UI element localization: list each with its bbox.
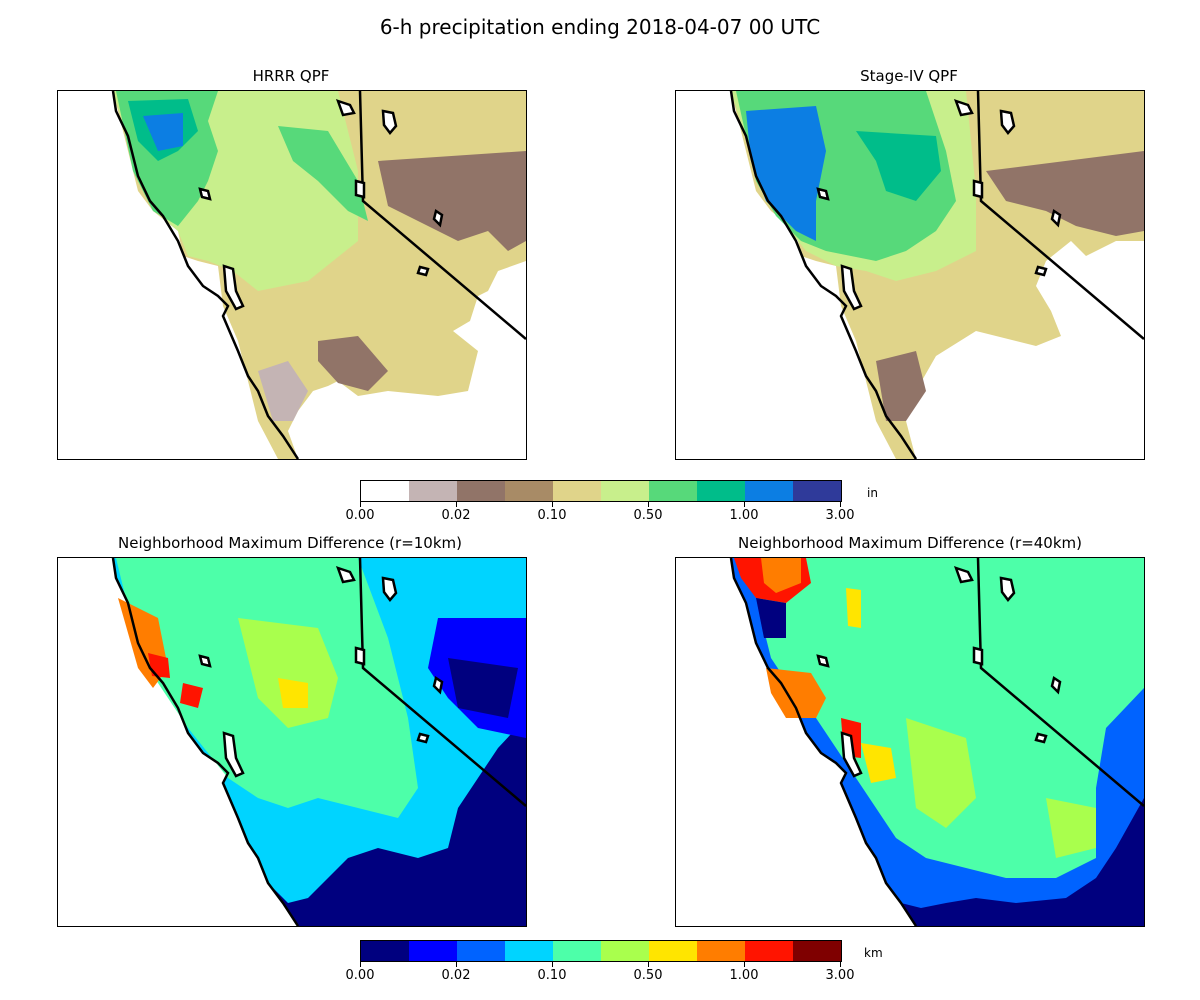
colorbar-diff-unit: km <box>864 946 883 960</box>
colorbar-tick-label: 0.00 <box>345 968 375 983</box>
colorbar-tick-label: 0.02 <box>441 508 471 523</box>
colorbar-swatch <box>457 941 505 961</box>
colorbar-swatch <box>361 941 409 961</box>
map-nmd-r40 <box>675 557 1145 927</box>
figure-title: 6-h precipitation ending 2018-04-07 00 U… <box>379 15 821 39</box>
panel-title-nmd40: Neighborhood Maximum Difference (r=40km) <box>738 534 1082 552</box>
colorbar-precip-unit: in <box>867 486 878 500</box>
colorbar-tick-mark <box>552 962 553 967</box>
colorbar-tick-label: 1.00 <box>729 968 759 983</box>
colorbar-tick-mark <box>744 502 745 507</box>
colorbar-tick-mark <box>552 502 553 507</box>
colorbar-tick-label: 0.10 <box>537 968 567 983</box>
colorbar-tick-label: 0.02 <box>441 968 471 983</box>
colorbar-swatch <box>697 941 745 961</box>
colorbar-swatch <box>553 481 601 501</box>
colorbar-tick-mark <box>360 502 361 507</box>
colorbar-swatch <box>601 941 649 961</box>
colorbar-swatch <box>745 481 793 501</box>
colorbar-swatch <box>697 481 745 501</box>
map-hrrr-qpf <box>57 90 527 460</box>
panel-title-hrrr: HRRR QPF <box>252 67 330 85</box>
colorbar-swatch <box>361 481 409 501</box>
colorbar-diff <box>360 940 842 962</box>
map-nmd-r10 <box>57 557 527 927</box>
colorbar-swatch <box>601 481 649 501</box>
colorbar-tick-mark <box>648 962 649 967</box>
colorbar-tick-mark <box>744 962 745 967</box>
colorbar-tick-label: 0.00 <box>345 508 375 523</box>
colorbar-tick-mark <box>840 502 841 507</box>
panel-title-nmd10: Neighborhood Maximum Difference (r=10km) <box>118 534 462 552</box>
colorbar-swatch <box>649 481 697 501</box>
colorbar-tick-label: 0.50 <box>633 508 663 523</box>
colorbar-tick-mark <box>648 502 649 507</box>
colorbar-swatch <box>793 481 841 501</box>
panel-title-stage4: Stage-IV QPF <box>860 67 958 85</box>
colorbar-tick-label: 0.10 <box>537 508 567 523</box>
colorbar-tick-label: 3.00 <box>825 508 855 523</box>
colorbar-tick-label: 0.50 <box>633 968 663 983</box>
colorbar-tick-mark <box>840 962 841 967</box>
colorbar-tick-mark <box>456 962 457 967</box>
colorbar-swatch <box>409 481 457 501</box>
colorbar-swatch <box>793 941 841 961</box>
colorbar-swatch <box>649 941 697 961</box>
colorbar-precip <box>360 480 842 502</box>
colorbar-swatch <box>505 481 553 501</box>
map-stage4-qpf <box>675 90 1145 460</box>
colorbar-tick-label: 3.00 <box>825 968 855 983</box>
colorbar-tick-mark <box>456 502 457 507</box>
colorbar-tick-label: 1.00 <box>729 508 759 523</box>
colorbar-swatch <box>745 941 793 961</box>
colorbar-swatch <box>457 481 505 501</box>
colorbar-swatch <box>553 941 601 961</box>
colorbar-swatch <box>409 941 457 961</box>
colorbar-tick-mark <box>360 962 361 967</box>
colorbar-swatch <box>505 941 553 961</box>
